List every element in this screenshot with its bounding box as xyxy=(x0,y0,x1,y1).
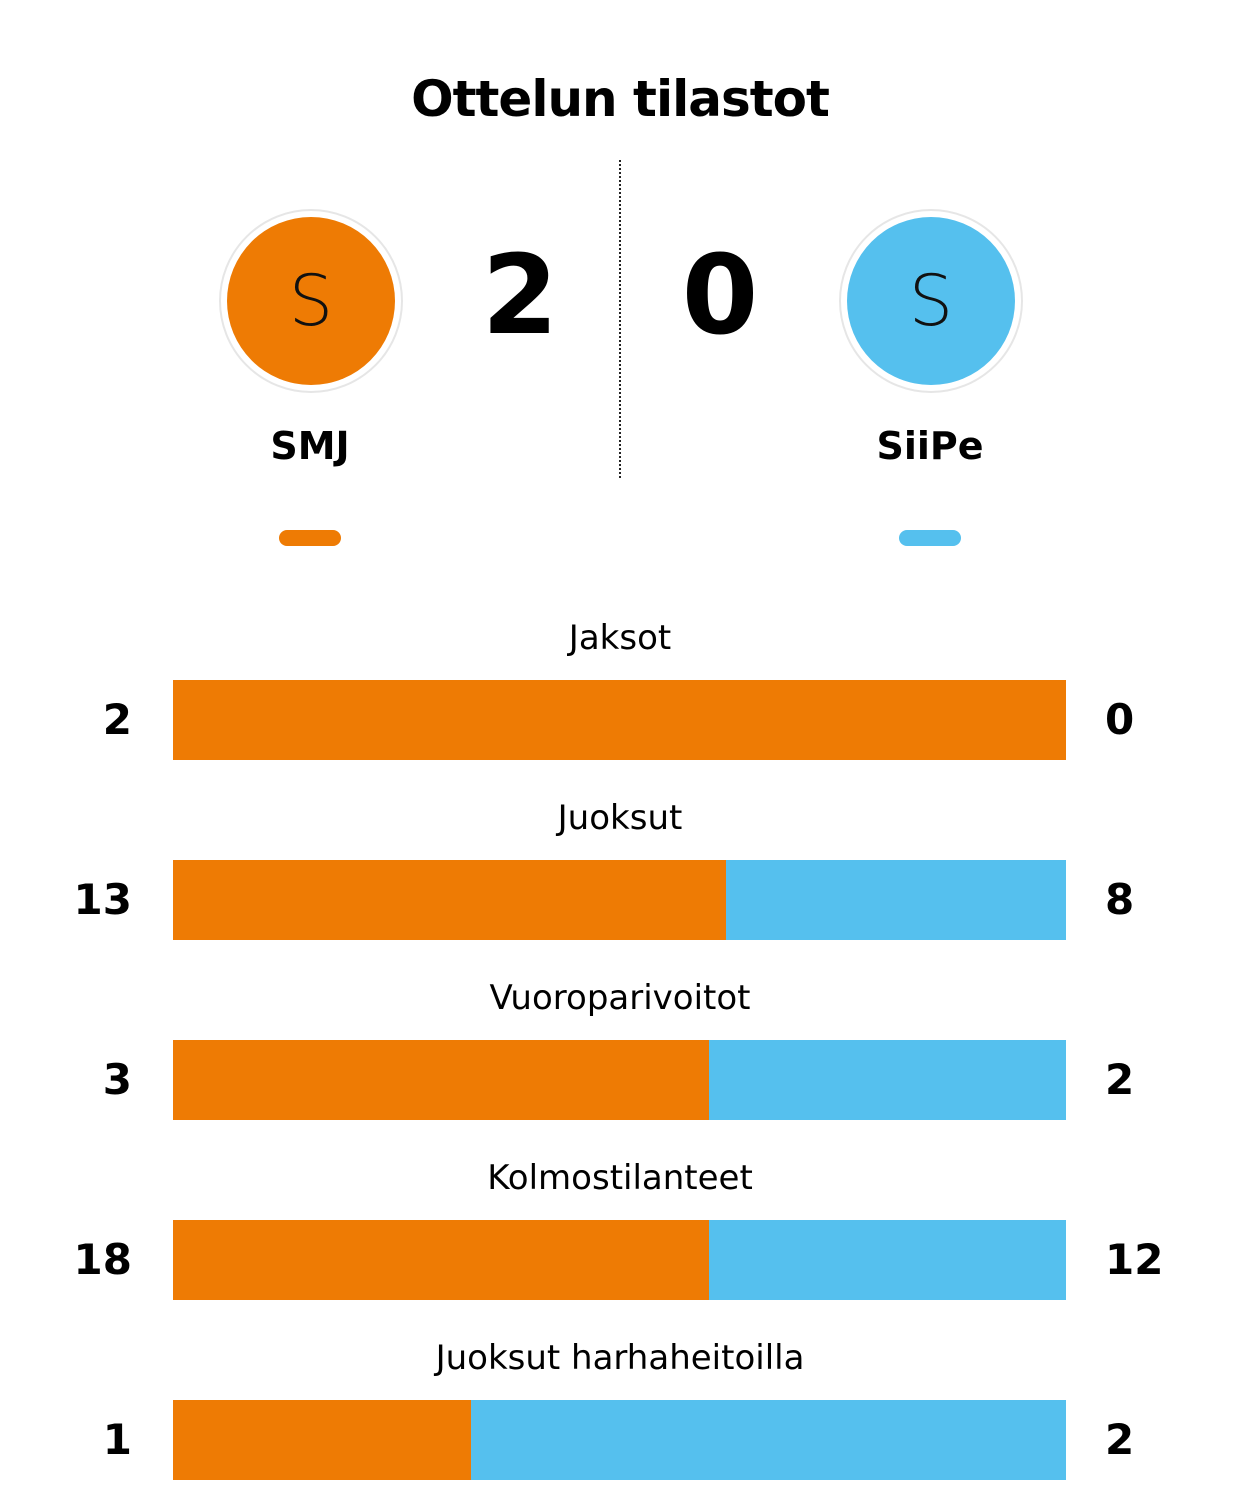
stat-label-juoksut-harhaheitoilla: Juoksut harhaheitoilla xyxy=(435,1338,805,1378)
home-bar-segment xyxy=(173,860,726,940)
score-divider xyxy=(619,160,621,478)
away-value-juoksut: 8 xyxy=(1105,875,1135,924)
home-bar-segment xyxy=(173,680,1066,760)
away-score: 0 xyxy=(681,231,759,359)
away-logo: S xyxy=(839,209,1023,393)
page-title: Ottelun tilastot xyxy=(411,70,830,128)
away-bar-segment xyxy=(726,860,1066,940)
away-value-jaksot: 0 xyxy=(1105,695,1135,744)
stat-bar-juoksut-harhaheitoilla xyxy=(173,1400,1066,1480)
stat-bar-vuoroparivoitot xyxy=(173,1040,1066,1120)
away-value-vuoroparivoitot: 2 xyxy=(1105,1055,1135,1104)
home-value-kolmostilanteet: 18 xyxy=(73,1235,132,1284)
away-bar-segment xyxy=(709,1040,1066,1120)
away-value-kolmostilanteet: 12 xyxy=(1105,1235,1164,1284)
home-bar-segment xyxy=(173,1220,709,1300)
home-value-juoksut-harhaheitoilla: 1 xyxy=(102,1415,132,1464)
home-color-indicator xyxy=(279,530,341,546)
stat-bar-jaksot xyxy=(173,680,1066,760)
stat-bar-juoksut xyxy=(173,860,1066,940)
home-logo: S xyxy=(219,209,403,393)
away-bar-segment xyxy=(709,1220,1066,1300)
home-logo-letter: S xyxy=(227,217,395,385)
home-bar-segment xyxy=(173,1040,709,1120)
home-value-vuoroparivoitot: 3 xyxy=(102,1055,132,1104)
home-score: 2 xyxy=(481,231,559,359)
stat-bar-kolmostilanteet xyxy=(173,1220,1066,1300)
stat-label-jaksot: Jaksot xyxy=(568,618,672,658)
home-value-jaksot: 2 xyxy=(102,695,132,744)
away-bar-segment xyxy=(471,1400,1066,1480)
stat-label-juoksut: Juoksut xyxy=(557,798,683,838)
stat-label-kolmostilanteet: Kolmostilanteet xyxy=(487,1158,753,1198)
away-value-juoksut-harhaheitoilla: 2 xyxy=(1105,1415,1135,1464)
home-team-name: SMJ xyxy=(270,424,350,468)
away-team-name: SiiPe xyxy=(876,424,984,468)
stat-label-vuoroparivoitot: Vuoroparivoitot xyxy=(489,978,751,1018)
away-color-indicator xyxy=(899,530,961,546)
home-bar-segment xyxy=(173,1400,471,1480)
away-logo-letter: S xyxy=(847,217,1015,385)
home-value-juoksut: 13 xyxy=(73,875,132,924)
